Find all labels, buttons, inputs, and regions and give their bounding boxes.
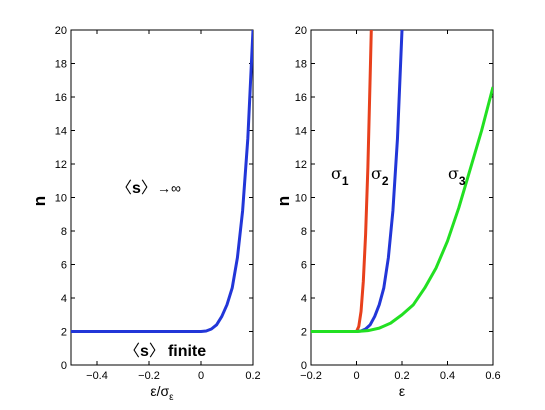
annotation-close-angle: 〉 (141, 180, 157, 197)
left-ytick-labels: 0 2 4 6 8 10 12 14 16 18 20 (55, 25, 67, 372)
annotation-s-finite: 〈s〉 finite (124, 343, 206, 360)
right-xtick-label: −0.2 (300, 370, 322, 382)
left-ytick-label: 8 (61, 226, 67, 238)
right-ytick-label: 20 (295, 25, 307, 37)
left-ytick-label: 6 (61, 260, 67, 272)
right-series-line-1 (311, 30, 373, 333)
right-xlabel: ε (399, 383, 405, 399)
left-xlabel-main: ε/σ (150, 383, 169, 399)
right-ytick-label: 6 (301, 260, 307, 272)
left-ytick-label: 2 (61, 327, 67, 339)
annotation-s: s (132, 180, 141, 197)
right-ytick-label: 10 (295, 193, 307, 205)
left-xtick-labels: −0.4 −0.2 0 0.2 (86, 370, 261, 382)
left-xtick-label: 0 (198, 370, 204, 382)
annotation-open-angle: 〈 (116, 180, 132, 197)
annotation-open-angle: 〈 (124, 343, 140, 360)
right-xtick-label: 0.2 (394, 370, 409, 382)
annotation-close-angle: 〉 (149, 343, 165, 360)
sigma-1-label: σ1 (331, 164, 349, 188)
right-xtick-labels: −0.2 0 0.2 0.4 0.6 (300, 370, 501, 382)
sigma-1-subscript: 1 (342, 174, 349, 188)
right-series-line-3 (311, 86, 493, 333)
left-xtick-label: −0.2 (138, 370, 160, 382)
annotation-s: s (140, 343, 149, 360)
left-ytick-label: 4 (61, 293, 67, 305)
right-ytick-label: 18 (295, 59, 307, 71)
left-ytick-label: 16 (55, 92, 67, 104)
annotation-s-infinite: 〈s〉→∞ (116, 180, 181, 197)
left-xtick-label: 0.2 (245, 370, 260, 382)
right-ytick-label: 12 (295, 159, 307, 171)
right-ytick-label: 0 (301, 360, 307, 372)
annotation-finite: finite (168, 343, 206, 360)
left-xlabel-sub: ε (169, 392, 174, 403)
sigma-1-symbol: σ (331, 164, 342, 183)
sigma-3-subscript: 3 (459, 174, 466, 188)
right-ytick-label: 2 (301, 327, 307, 339)
left-ytick-label: 10 (55, 193, 67, 205)
left-series-line-1 (71, 30, 253, 333)
right-xtick-label: 0 (353, 370, 359, 382)
left-xlabel: ε/σε (150, 383, 174, 403)
left-ticks (71, 29, 254, 366)
right-ylabel: n (274, 196, 293, 206)
right-ytick-label: 8 (301, 226, 307, 238)
left-ylabel: n (30, 196, 49, 206)
sigma-3-label: σ3 (448, 164, 466, 188)
left-ytick-label: 12 (55, 159, 67, 171)
right-ytick-labels: 0 2 4 6 8 10 12 14 16 18 20 (295, 25, 307, 372)
sigma-3-symbol: σ (448, 164, 459, 183)
left-ytick-label: 14 (55, 126, 67, 138)
left-series (71, 30, 253, 333)
left-xtick-label: −0.4 (86, 370, 108, 382)
left-ytick-label: 20 (55, 25, 67, 37)
sigma-2-symbol: σ (371, 164, 382, 183)
right-ytick-label: 4 (301, 293, 307, 305)
right-series (311, 30, 493, 333)
right-ytick-label: 16 (295, 92, 307, 104)
right-ytick-label: 14 (295, 126, 307, 138)
left-ytick-label: 0 (61, 360, 67, 372)
right-xtick-label: 0.6 (485, 370, 500, 382)
sigma-2-label: σ2 (371, 164, 389, 188)
left-axes-frame (70, 29, 254, 366)
sigma-2-subscript: 2 (382, 174, 389, 188)
annotation-arrow-infinity: →∞ (157, 180, 181, 196)
right-xtick-label: 0.4 (440, 370, 455, 382)
left-ytick-label: 18 (55, 59, 67, 71)
